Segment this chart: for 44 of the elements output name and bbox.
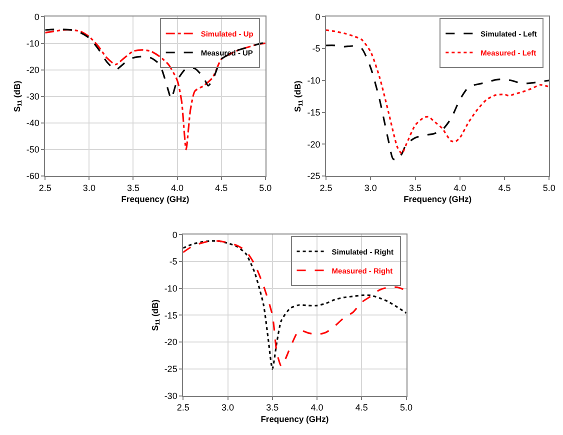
y-tick-label: -40 [26, 118, 40, 128]
x-tick-label: 5.0 [542, 182, 556, 193]
y-tick-label: -30 [26, 92, 40, 102]
x-tick-label: 2.5 [38, 182, 52, 193]
x-axis-title: Frequency (GHz) [404, 194, 472, 204]
x-tick-label: 3.5 [266, 402, 279, 413]
x-tick-label: 3.0 [82, 182, 96, 193]
y-tick-label: -25 [307, 171, 320, 182]
x-tick-label: 3.0 [222, 402, 234, 413]
line-series [326, 44, 550, 161]
y-tick-label: -5 [312, 44, 320, 54]
x-axis-title: Frequency (GHz) [121, 194, 190, 204]
x-tick-label: 3.5 [409, 182, 422, 193]
x-tick-label: 4.0 [171, 182, 184, 193]
x-tick-label: 5.0 [259, 182, 272, 193]
y-tick-label: 0 [172, 230, 178, 240]
y-tick-label: -10 [26, 38, 40, 48]
y-tick-label: -15 [164, 310, 178, 320]
x-tick-label: 4.5 [215, 182, 228, 193]
y-tick-label: -50 [26, 144, 40, 155]
y-tick-label: -20 [164, 337, 178, 348]
x-tick-label: 4.0 [310, 402, 324, 413]
y-tick-label: 0 [315, 12, 320, 22]
x-tick-label: 2.5 [320, 182, 332, 193]
y-tick-label: -20 [26, 64, 40, 75]
x-tick-label: 3.0 [364, 182, 377, 193]
y-tick-label: -15 [307, 107, 320, 118]
x-tick-label: 4.0 [454, 182, 466, 193]
x-axis-title: Frequency (GHz) [260, 414, 329, 424]
y-tick-label: -25 [164, 364, 178, 374]
y-tick-label: -20 [307, 139, 320, 150]
line-series [45, 29, 266, 150]
y-tick-label: -60 [26, 171, 40, 182]
line-series [326, 29, 550, 154]
y-tick-label: -5 [169, 256, 178, 267]
x-tick-label: 4.5 [498, 182, 511, 193]
x-tick-label: 5.0 [400, 402, 413, 413]
y-tick-label: -30 [164, 390, 178, 401]
y-tick-label: -10 [307, 76, 320, 86]
y-tick-label: -10 [164, 283, 178, 294]
y-tick-label: 0 [34, 12, 40, 22]
x-tick-label: 2.5 [176, 402, 190, 413]
x-tick-label: 3.5 [126, 182, 140, 193]
x-tick-label: 4.5 [355, 402, 368, 413]
